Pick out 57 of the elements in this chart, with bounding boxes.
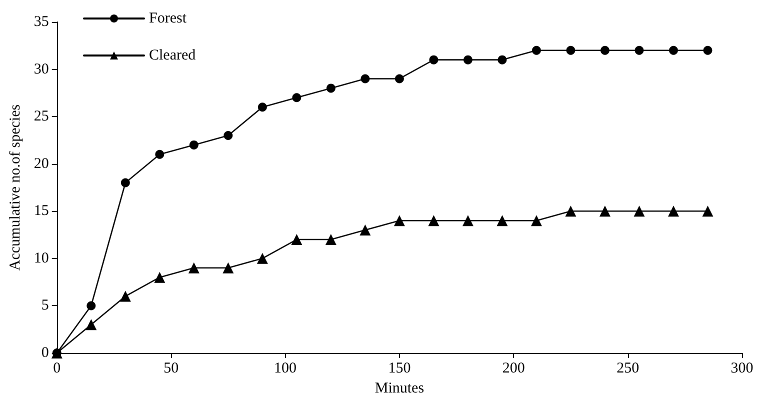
point xyxy=(600,46,610,55)
x-tick-label: 250 xyxy=(616,360,640,376)
point xyxy=(326,84,336,93)
point xyxy=(394,74,404,84)
x-axis-title: Minutes xyxy=(374,380,424,396)
point xyxy=(86,319,97,330)
point xyxy=(360,74,370,84)
y-tick-label: 20 xyxy=(34,156,49,172)
point xyxy=(120,290,131,302)
y-tick-label: 30 xyxy=(34,61,49,78)
point xyxy=(224,130,233,140)
point xyxy=(155,150,164,159)
x-tick-label: 200 xyxy=(502,360,525,376)
point xyxy=(291,234,302,246)
y-tick-label: 15 xyxy=(34,203,49,220)
x-tick-label: 100 xyxy=(274,360,297,376)
point xyxy=(498,55,507,64)
legend-label: Forest xyxy=(149,10,188,26)
point xyxy=(496,215,508,226)
x-tick-label: 50 xyxy=(164,360,179,376)
y-tick-label: 25 xyxy=(34,108,49,125)
point xyxy=(634,46,644,55)
point xyxy=(702,206,714,217)
point xyxy=(532,46,541,55)
point xyxy=(634,206,645,217)
point xyxy=(530,215,542,226)
point xyxy=(599,206,610,217)
point xyxy=(703,46,712,55)
x-tick-label: 150 xyxy=(388,360,411,376)
point xyxy=(394,215,405,226)
point xyxy=(428,215,440,226)
point xyxy=(188,262,200,274)
point xyxy=(669,46,678,55)
y-axis-title: Accumulative no.of species xyxy=(8,104,24,271)
point xyxy=(292,93,302,102)
point xyxy=(463,55,472,64)
y-tick-label: 10 xyxy=(34,250,49,266)
point xyxy=(222,262,234,274)
point xyxy=(120,178,130,188)
point xyxy=(429,55,438,64)
point xyxy=(189,140,198,150)
y-tick-label: 35 xyxy=(34,14,49,30)
point xyxy=(154,272,166,283)
y-tick-label: 0 xyxy=(41,345,49,361)
legend-label: Cleared xyxy=(149,48,196,64)
point xyxy=(565,206,576,217)
x-tick-label: 300 xyxy=(730,360,754,376)
point xyxy=(360,224,371,236)
point xyxy=(566,46,576,55)
point xyxy=(668,206,679,217)
point xyxy=(86,301,96,310)
point xyxy=(325,234,336,246)
point xyxy=(256,252,268,264)
x-tick-label: 0 xyxy=(53,360,61,376)
y-tick-label: 5 xyxy=(41,298,49,314)
point xyxy=(462,215,474,226)
point xyxy=(258,102,267,112)
